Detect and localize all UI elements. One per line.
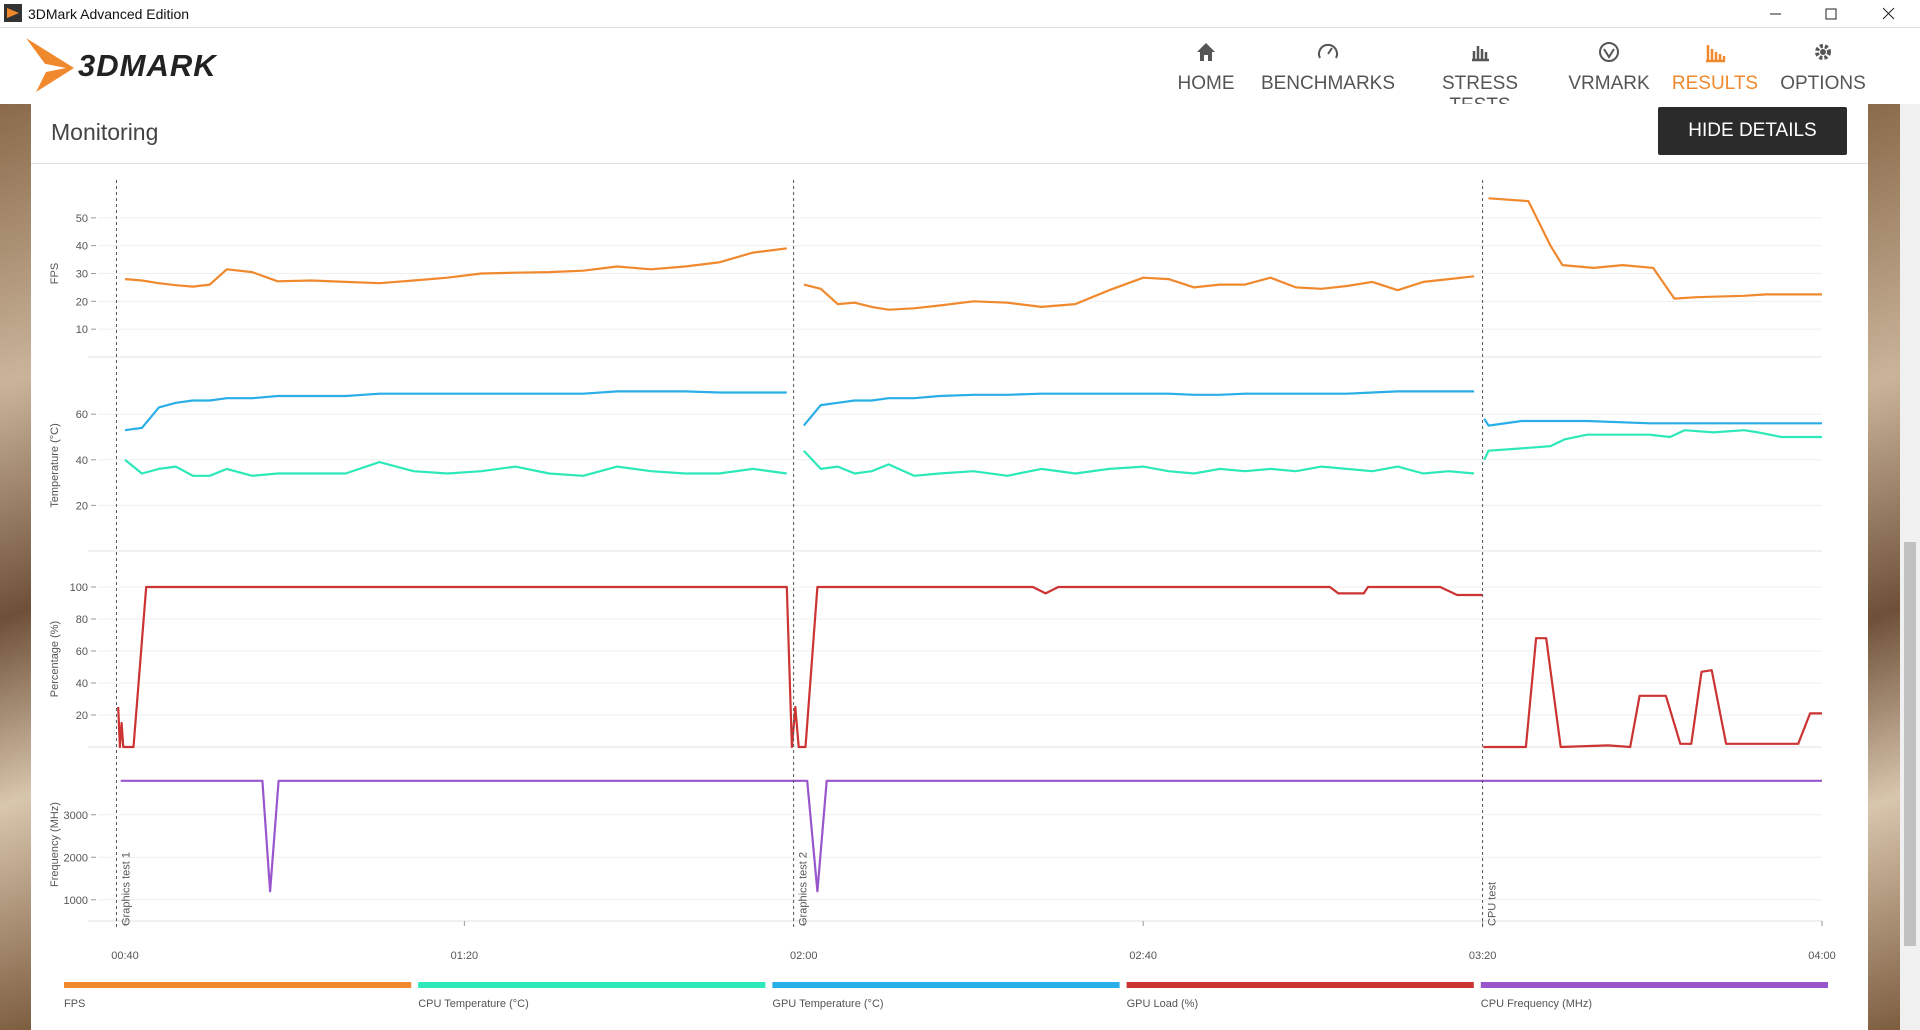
legend-swatch [64,982,412,988]
icon [1197,43,1215,61]
legend-swatch [1126,982,1474,988]
nav-bar: 3DMARK HOME BENCHMARKS STRESS TESTS VRMA… [0,28,1920,116]
y-tick-label: 2000 [64,852,88,864]
close[interactable] [1882,7,1895,20]
y-tick-label: 30 [76,269,88,281]
section-header: Monitoring HIDE DETAILS [31,104,1868,164]
icon [1472,46,1489,62]
x-tick-label: 01:20 [451,950,479,962]
nav-label[interactable]: VRMARK [1568,73,1650,94]
nav-label[interactable]: OPTIONS [1780,73,1866,94]
nav-label[interactable]: RESULTS [1671,73,1759,94]
window-controls[interactable] [1755,0,1915,27]
y-axis-label: Frequency (MHz) [49,802,61,887]
y-tick-label: 40 [76,241,88,253]
legend-label: GPU Load (%) [1127,998,1199,1010]
scrollbar[interactable] [1900,104,1920,1030]
y-tick-label: 10 [76,324,88,336]
y-tick-label: 1000 [64,895,88,907]
y-tick-label: 40 [76,678,88,690]
nav-item[interactable]: RESULTS [1645,28,1785,104]
y-tick-label: 3000 [64,810,88,822]
x-tick-label: 03:20 [1469,950,1497,962]
y-tick-label: 40 [76,455,88,467]
icon [1706,45,1726,63]
test-marker-label: Graphics test 1 [120,852,132,926]
y-tick-label: 80 [76,614,88,626]
section-title: Monitoring [51,119,159,145]
nav-item[interactable]: VRMARK [1539,28,1679,104]
y-tick-label: 100 [70,582,88,594]
nav-item[interactable]: OPTIONS [1753,28,1893,104]
app-icon [4,4,22,22]
y-tick-label: 50 [76,213,88,225]
background-image [0,104,31,1030]
y-tick-label: 60 [76,646,88,658]
series-line [124,197,1822,311]
test-marker-label: Graphics test 2 [798,852,810,926]
nav-label[interactable]: BENCHMARKS [1260,73,1396,94]
nav-label[interactable]: HOME [1177,73,1235,94]
legend-swatch [772,982,1120,988]
x-tick-label: 04:00 [1808,950,1836,962]
x-tick-label: 02:00 [790,950,818,962]
legend-swatch [418,982,766,988]
series-line [117,585,1822,749]
icon [1318,43,1338,59]
x-tick-label: 02:40 [1129,950,1157,962]
background-image [1868,104,1900,1030]
icon [1599,42,1619,62]
series-line [124,390,1822,432]
legend-swatch [1480,982,1828,988]
y-axis-label: Temperature (°C) [49,423,61,507]
title-bar: 3DMark Advanced Edition [0,0,1920,28]
y-tick-label: 20 [76,500,88,512]
logo[interactable]: 3DMARK [78,48,217,83]
x-tick-label: 00:40 [111,950,139,962]
legend-label: CPU Temperature (°C) [418,998,529,1010]
legend-label: FPS [64,998,85,1010]
logo-mark [26,38,74,92]
content-panel [31,104,1868,1030]
hide-details-button[interactable]: HIDE DETAILS [1658,107,1847,155]
y-tick-label: 20 [76,296,88,308]
series-line [120,779,1822,893]
restore[interactable] [1825,8,1837,20]
y-tick-label: 60 [76,409,88,421]
scroll-thumb[interactable] [1904,542,1916,946]
y-tick-label: 20 [76,710,88,722]
nav-item[interactable]: HOME [1136,28,1276,104]
y-axis-label: FPS [49,263,61,284]
nav-item[interactable]: BENCHMARKS [1258,28,1398,104]
test-marker-label: CPU test [1487,882,1499,926]
y-axis-label: Percentage (%) [49,621,61,697]
legend-label: CPU Frequency (MHz) [1481,998,1592,1010]
icon [1815,44,1831,60]
window-title: 3DMark Advanced Edition [28,6,190,22]
series-line [124,429,1822,477]
legend-label: GPU Temperature (°C) [772,998,883,1010]
